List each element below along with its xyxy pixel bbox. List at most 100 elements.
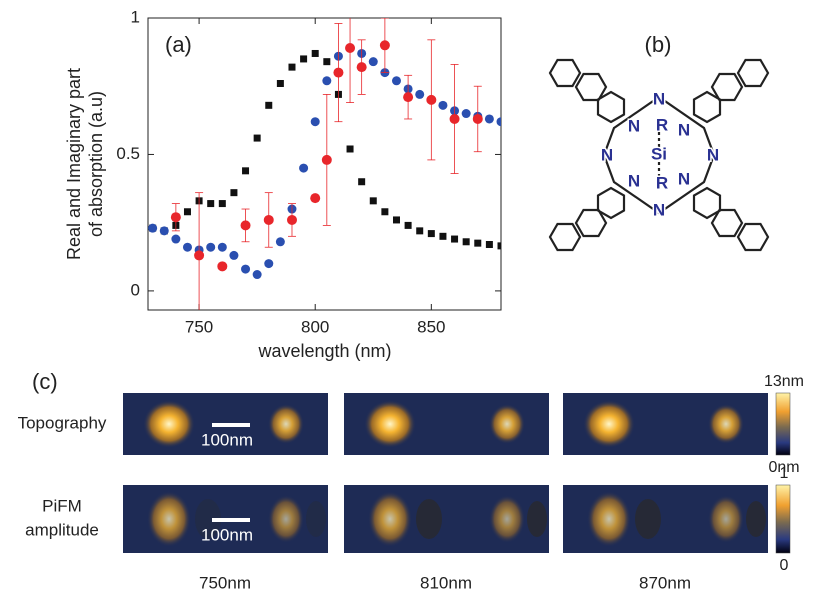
atom-label: R [656, 173, 668, 192]
atom-label: N [653, 89, 665, 108]
data-square [393, 216, 400, 223]
scale-bar-label: 100nm [201, 430, 253, 449]
ring [598, 188, 624, 218]
column-label: 870nm [639, 573, 691, 592]
data-point [194, 250, 204, 260]
ring [738, 224, 768, 250]
ring [550, 60, 580, 86]
y-tick-label: 0.5 [116, 144, 140, 163]
image-shadow [635, 499, 661, 539]
plot-area [148, 0, 505, 318]
data-dot [171, 235, 180, 244]
data-point [473, 114, 483, 124]
column-label: 750nm [199, 573, 251, 592]
colorbar-max: 13nm [764, 373, 804, 390]
data-dot [218, 243, 227, 252]
data-dot [253, 270, 262, 279]
ring [694, 188, 720, 218]
ring [738, 60, 768, 86]
image-spot [143, 400, 195, 448]
data-dot [438, 101, 447, 110]
data-square [300, 55, 307, 62]
atom-label: Si [651, 144, 667, 163]
data-square [219, 200, 226, 207]
data-point [287, 215, 297, 225]
panel-label: (b) [645, 32, 672, 57]
data-dot [311, 117, 320, 126]
data-square [463, 238, 470, 245]
atom-label: N [653, 200, 665, 219]
column-label: 810nm [420, 573, 472, 592]
figure: (a) wavelength (nm) Real and Imaginary p… [0, 0, 813, 593]
colorbar-min: 0 [780, 557, 789, 574]
row-label: PiFM [42, 496, 82, 515]
ring [712, 74, 742, 100]
data-point [310, 193, 320, 203]
data-point [264, 215, 274, 225]
data-square [358, 178, 365, 185]
data-square [230, 189, 237, 196]
data-square [207, 200, 214, 207]
row-label: amplitude [25, 520, 99, 539]
data-square [288, 64, 295, 71]
data-point [171, 212, 181, 222]
data-square [486, 241, 493, 248]
data-point [241, 220, 251, 230]
image-shadow [416, 499, 442, 539]
ring [598, 92, 624, 122]
data-square [312, 50, 319, 57]
data-square [265, 102, 272, 109]
data-square [347, 145, 354, 152]
image-spot [708, 404, 744, 444]
ring [576, 210, 606, 236]
image-spot [489, 404, 525, 444]
scale-bar-label: 100nm [201, 525, 253, 544]
image-spot [583, 400, 635, 448]
data-point [403, 92, 413, 102]
data-square [451, 236, 458, 243]
image-spot [268, 495, 304, 543]
data-square [498, 242, 505, 249]
image-shadow [306, 501, 326, 537]
data-dot [160, 226, 169, 235]
data-point [322, 155, 332, 165]
x-tick-label: 800 [301, 317, 329, 336]
atom-label: R [656, 115, 668, 134]
data-square [405, 222, 412, 229]
data-square [416, 227, 423, 234]
data-dot [369, 57, 378, 66]
data-point [426, 95, 436, 105]
ring [576, 74, 606, 100]
row-label: Topography [18, 413, 107, 432]
data-square [439, 233, 446, 240]
image-spot [489, 495, 525, 543]
image-spot [587, 491, 631, 547]
data-dot [497, 117, 506, 126]
data-square [428, 230, 435, 237]
y-axis-label: Real and Imaginary part of absorption (a… [64, 68, 106, 260]
y-axis-label-line: Real and Imaginary part [64, 68, 84, 260]
data-point [450, 114, 460, 124]
data-square [323, 58, 330, 65]
data-square [381, 208, 388, 215]
ring [712, 210, 742, 236]
panel-label: (a) [165, 32, 192, 57]
data-point [380, 40, 390, 50]
colorbar-max: 1 [780, 465, 789, 482]
data-dot [183, 243, 192, 252]
x-tick-label: 850 [417, 317, 445, 336]
data-square [184, 208, 191, 215]
data-dot [415, 90, 424, 99]
y-tick-label: 0 [131, 280, 140, 299]
data-dot [276, 237, 285, 246]
data-square [370, 197, 377, 204]
y-axis-label-line: of absorption (a.u) [86, 91, 106, 237]
data-dot [264, 259, 273, 268]
data-point [345, 43, 355, 53]
image-shadow [746, 501, 766, 537]
image-shadow [527, 501, 547, 537]
x-tick-label: 750 [185, 317, 213, 336]
y-tick-label: 1 [131, 7, 140, 26]
colorbar [776, 485, 790, 553]
atom-label: N [628, 171, 640, 190]
